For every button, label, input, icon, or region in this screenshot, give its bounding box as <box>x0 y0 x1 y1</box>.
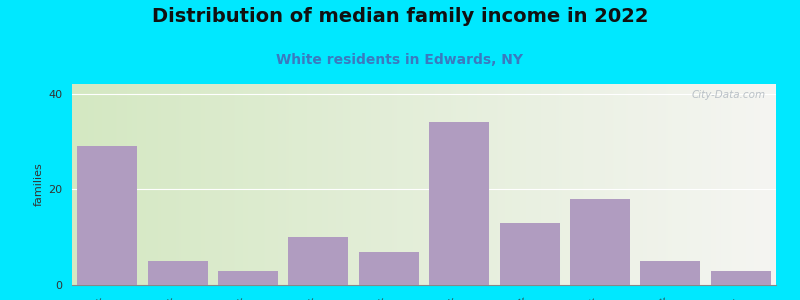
Bar <box>148 261 207 285</box>
Text: City-Data.com: City-Data.com <box>691 90 766 100</box>
Bar <box>570 199 630 285</box>
Bar <box>218 271 278 285</box>
Bar <box>430 122 489 285</box>
Text: Distribution of median family income in 2022: Distribution of median family income in … <box>152 8 648 26</box>
Bar <box>289 237 348 285</box>
Text: White residents in Edwards, NY: White residents in Edwards, NY <box>277 52 523 67</box>
Y-axis label: families: families <box>34 163 44 206</box>
Bar <box>711 271 770 285</box>
Bar <box>641 261 700 285</box>
Bar <box>359 251 418 285</box>
Bar <box>500 223 559 285</box>
Bar <box>78 146 137 285</box>
